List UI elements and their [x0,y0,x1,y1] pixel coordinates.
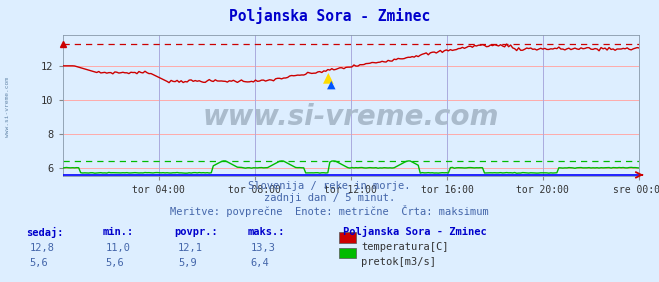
Text: 5,9: 5,9 [178,258,196,268]
Text: www.si-vreme.com: www.si-vreme.com [203,103,499,131]
Text: 12,1: 12,1 [178,243,203,252]
Text: 13,3: 13,3 [250,243,275,252]
Text: Poljanska Sora - Zminec: Poljanska Sora - Zminec [229,7,430,24]
Text: 12,8: 12,8 [30,243,55,252]
Text: sedaj:: sedaj: [26,227,64,238]
Text: Slovenija / reke in morje.: Slovenija / reke in morje. [248,181,411,191]
Text: 11,0: 11,0 [105,243,130,252]
Text: Poljanska Sora - Zminec: Poljanska Sora - Zminec [343,226,486,237]
Text: pretok[m3/s]: pretok[m3/s] [361,257,436,267]
Text: www.si-vreme.com: www.si-vreme.com [5,77,11,137]
Text: 5,6: 5,6 [105,258,124,268]
Text: temperatura[C]: temperatura[C] [361,242,449,252]
Text: maks.:: maks.: [247,227,285,237]
Text: 5,6: 5,6 [30,258,48,268]
Text: povpr.:: povpr.: [175,227,218,237]
Text: 6,4: 6,4 [250,258,269,268]
Text: Meritve: povprečne  Enote: metrične  Črta: maksimum: Meritve: povprečne Enote: metrične Črta:… [170,205,489,217]
Text: ▲: ▲ [322,70,333,85]
Text: zadnji dan / 5 minut.: zadnji dan / 5 minut. [264,193,395,203]
Text: min.:: min.: [102,227,133,237]
Text: ▲: ▲ [326,80,335,90]
